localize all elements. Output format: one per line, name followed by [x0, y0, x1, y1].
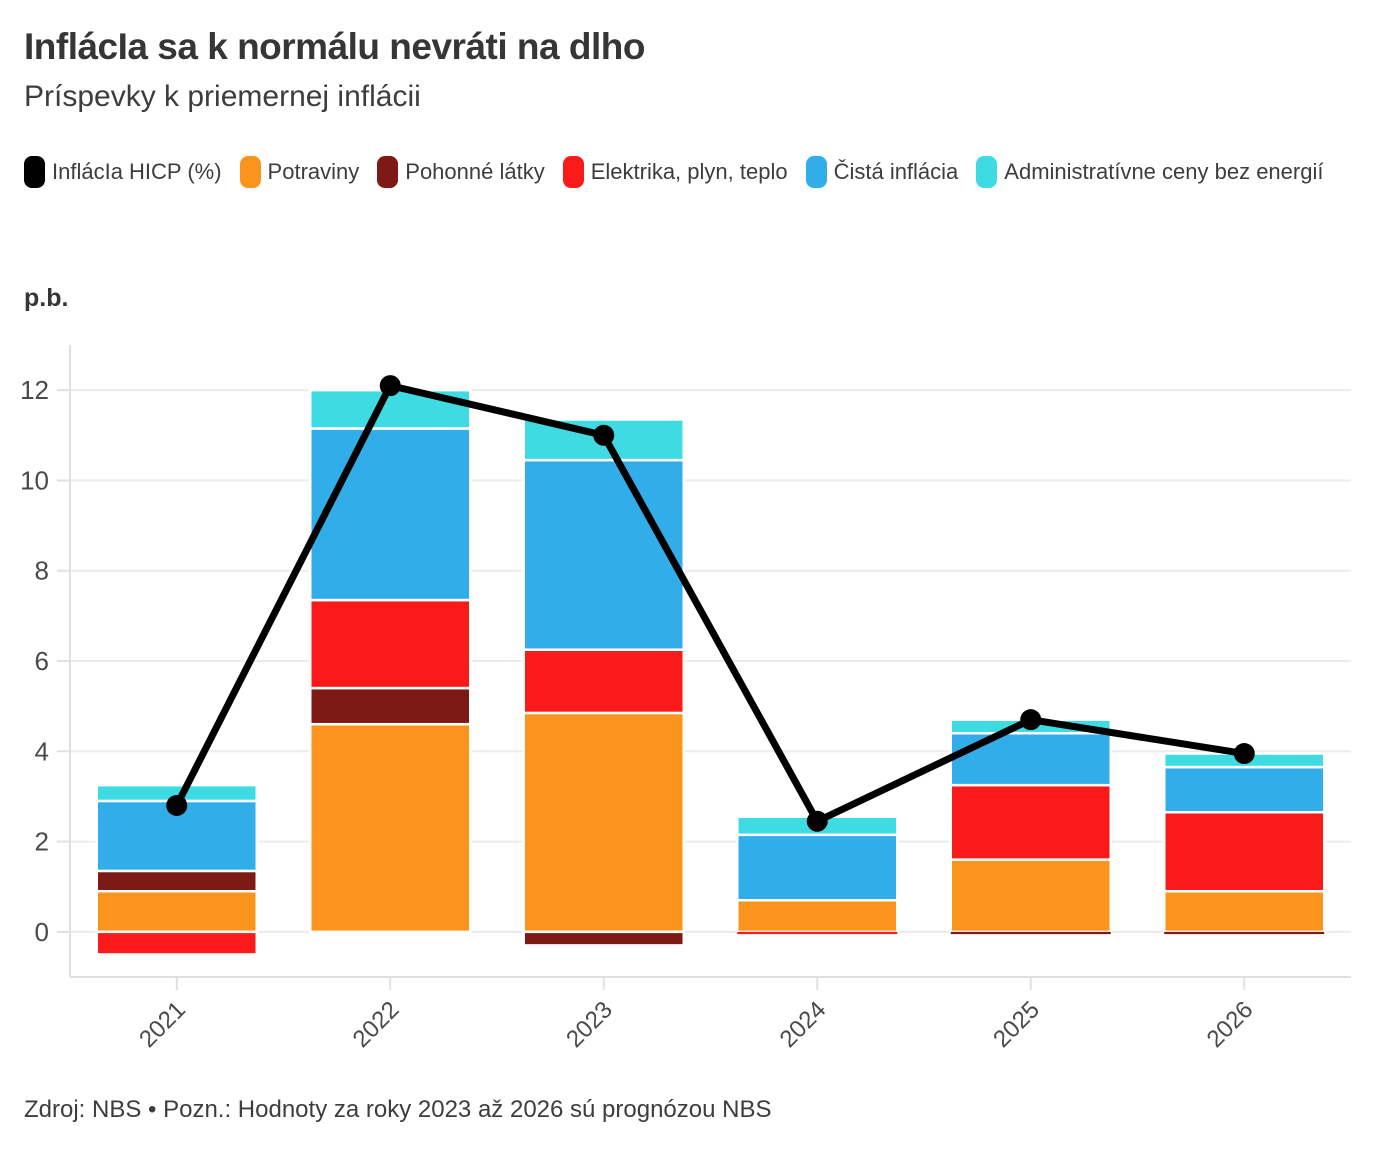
legend-item-cista-inflacia: Čistá inflácia	[805, 156, 959, 188]
hicp-point-2026	[1233, 743, 1255, 765]
bar-2021	[95, 783, 258, 956]
legend-label-administrativne-ceny: Administratívne ceny bez energií	[1004, 159, 1324, 184]
legend-swatch-elektrika-icon	[562, 156, 584, 188]
bar-segment	[309, 722, 472, 934]
legend-item-potraviny: Potraviny	[239, 156, 360, 188]
bar-2025	[949, 718, 1112, 935]
x-tick-label-2022: 2022	[348, 996, 405, 1053]
y-tick-label-6: 6	[35, 646, 49, 676]
bar-2022	[309, 388, 472, 934]
bar-segment	[95, 930, 258, 956]
y-tick-label-0: 0	[35, 917, 49, 947]
bar-segment	[736, 833, 899, 902]
hicp-point-2025	[1020, 709, 1042, 731]
bar-segment	[949, 731, 1112, 787]
bar-segment	[522, 711, 685, 934]
legend-swatch-inflacia-hicp-icon	[24, 156, 45, 188]
x-tick-label-2025: 2025	[988, 996, 1045, 1053]
legend-label-hicp: InflácIa HICP (%)	[52, 159, 222, 184]
bar-segment	[949, 858, 1112, 934]
x-tick-label-2023: 2023	[561, 996, 618, 1053]
legend-item-pohonne-latky: Pohonné látky	[377, 156, 545, 188]
legend-item-hicp: InflácIa HICP (%)	[24, 156, 222, 188]
x-tick-label-2026: 2026	[1202, 996, 1259, 1053]
legend-item-elektrika: Elektrika, plyn, teplo	[562, 156, 788, 188]
x-tick-label-2024: 2024	[775, 996, 832, 1053]
bar-segment	[949, 783, 1112, 861]
bar-segment	[309, 598, 472, 690]
legend-swatch-pohonne-latky-icon	[377, 156, 399, 188]
chart-title: InflácIa sa k normálu nevráti na dlho	[24, 26, 645, 67]
bar-segment	[1163, 765, 1326, 814]
bar-segment	[522, 930, 685, 947]
bar-segment	[736, 899, 899, 934]
y-tick-label-8: 8	[35, 556, 49, 586]
x-axis: 2021 2022 2023 2024 2025 2026	[134, 977, 1258, 1053]
bar-segment	[95, 889, 258, 934]
y-tick-label-12: 12	[20, 375, 49, 405]
legend-swatch-potraviny-icon	[239, 156, 261, 188]
hicp-line	[166, 375, 1255, 832]
hicp-point-2024	[806, 810, 828, 832]
bar-segment	[737, 931, 898, 935]
y-axis-unit-label: p.b.	[24, 284, 69, 312]
bar-segment	[522, 458, 685, 651]
bar-segment	[95, 869, 258, 893]
y-tick-label-10: 10	[20, 465, 49, 495]
x-tick-label-2021: 2021	[134, 996, 191, 1053]
gridlines	[70, 389, 1351, 933]
source-note: Zdroj: NBS • Pozn.: Hodnoty za roky 2023…	[24, 1096, 772, 1123]
legend-item-administrativne-ceny: Administratívne ceny bez energií	[976, 156, 1323, 188]
hicp-point-2021	[166, 794, 188, 816]
legend-label-cista-inflacia: Čistá inflácia	[833, 159, 959, 184]
bar-segment	[1164, 931, 1325, 935]
bar-segment	[522, 648, 685, 715]
hicp-point-2022	[379, 375, 401, 397]
legend-label-elektrika: Elektrika, plyn, teplo	[590, 159, 788, 184]
y-tick-label-4: 4	[35, 736, 49, 766]
bar-segment	[1163, 889, 1326, 934]
legend-swatch-administrativne-ceny-icon	[976, 156, 998, 188]
legend: InflácIa HICP (%) Potraviny Pohonné látk…	[24, 156, 1369, 188]
y-tick-label-2: 2	[35, 827, 49, 857]
chart-subtitle: Príspevky k priemernej inflácii	[24, 80, 421, 113]
y-axis: 0 2 4 6 8 10 12	[20, 375, 70, 947]
bar-segment	[309, 427, 472, 602]
bar-2024	[736, 815, 899, 935]
bar-segment	[1163, 810, 1326, 893]
bars	[95, 388, 1326, 956]
bar-segment	[950, 931, 1111, 935]
legend-swatch-cista-inflacia-icon	[805, 156, 827, 188]
bar-2026	[1163, 752, 1326, 935]
legend-label-potraviny: Potraviny	[267, 159, 360, 184]
bar-2023	[522, 418, 685, 947]
bar-segment	[95, 799, 258, 873]
bar-segment	[309, 686, 472, 726]
legend-label-pohonne-latky: Pohonné látky	[405, 159, 545, 184]
hicp-point-2023	[593, 424, 615, 446]
